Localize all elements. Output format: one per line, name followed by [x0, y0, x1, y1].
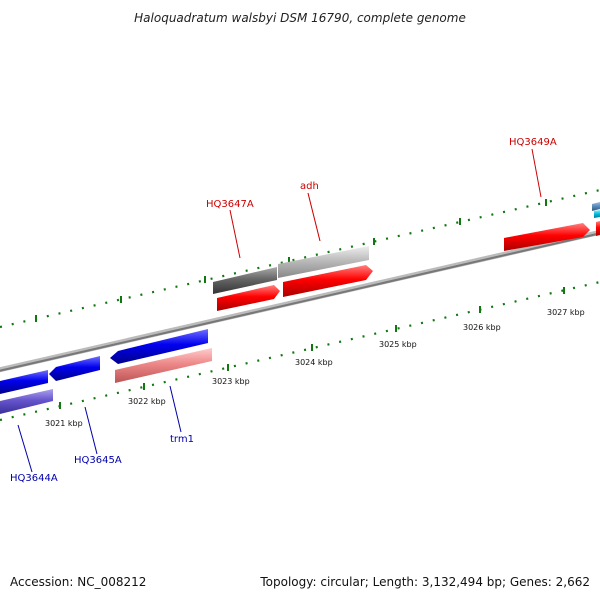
forward-dotted-track	[0, 188, 600, 329]
genome-backbone	[0, 229, 600, 373]
gene-label-hq3647a[interactable]: HQ3647A	[206, 199, 254, 210]
map-title: Haloquadratum walsbyi DSM 16790, complet…	[134, 11, 466, 25]
forward-track-ticks	[35, 199, 547, 322]
gene-label-hq3649a[interactable]: HQ3649A	[509, 137, 557, 148]
reverse-features	[0, 329, 212, 414]
edge-cds[interactable]	[596, 221, 600, 236]
gene-trm1-bar[interactable]	[115, 348, 212, 383]
forward-cds-arrow[interactable]	[217, 285, 280, 311]
tick-label: 3021 kbp	[45, 419, 83, 428]
tick-label: 3027 kbp	[547, 308, 585, 317]
topology-summary-text: Topology: circular; Length: 3,132,494 bp…	[259, 575, 590, 589]
tick-label: 3025 kbp	[379, 340, 417, 349]
edge-feature-steel[interactable]	[592, 202, 600, 211]
tick-label: 3024 kbp	[295, 358, 333, 367]
gene-label-hq3644a[interactable]: HQ3644A	[10, 473, 58, 484]
gene-hq3644a-bar[interactable]	[0, 389, 53, 414]
tick-labels: 3021 kbp 3022 kbp 3023 kbp 3024 kbp 3025…	[45, 308, 585, 428]
leader-hq3647a	[229, 209, 241, 259]
reverse-cds-arrow[interactable]	[0, 370, 48, 394]
edge-feature-cyan[interactable]	[594, 210, 600, 218]
accession-text: Accession: NC_008212	[10, 575, 146, 589]
tick-label: 3026 kbp	[463, 323, 501, 332]
forward-features	[213, 202, 600, 311]
leader-trm1	[169, 385, 182, 433]
gene-hq3647a-bar[interactable]	[213, 267, 277, 294]
gene-label-adh[interactable]: adh	[300, 181, 319, 192]
leader-hq3644a	[17, 424, 33, 473]
gene-label-hq3645a[interactable]: HQ3645A	[74, 455, 122, 466]
tick-label: 3023 kbp	[212, 377, 250, 386]
reverse-track-ticks	[59, 287, 565, 409]
gene-hq3649a-cds-arrow[interactable]	[504, 223, 590, 251]
leader-hq3649a	[531, 148, 542, 198]
leader-adh	[307, 192, 321, 242]
gene-label-trm1[interactable]: trm1	[170, 434, 194, 445]
tick-label: 3022 kbp	[128, 397, 166, 406]
gene-labels: HQ3647A adh HQ3649A trm1 HQ3645A HQ3644A	[10, 137, 557, 484]
gene-hq3645a-cds-arrow[interactable]	[49, 356, 100, 381]
gene-adh-bar[interactable]	[278, 246, 369, 278]
reverse-cds-arrow[interactable]	[110, 329, 208, 364]
forward-cds-arrow[interactable]	[283, 265, 373, 297]
label-leaders	[17, 148, 542, 473]
leader-hq3645a	[84, 406, 98, 455]
